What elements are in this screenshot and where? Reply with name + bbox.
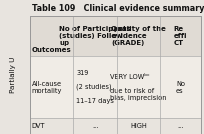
- Bar: [30, 0, 201, 16]
- Text: VERY LOWᵇᶜ

due to risk of
bias, imprecision: VERY LOWᵇᶜ due to risk of bias, imprecis…: [111, 74, 167, 101]
- Bar: [30, 118, 201, 134]
- Text: 319

(2 studies)

11–17 days: 319 (2 studies) 11–17 days: [76, 70, 114, 104]
- Text: All-cause
mortality: All-cause mortality: [32, 81, 62, 94]
- Text: Partially U: Partially U: [10, 57, 16, 93]
- Text: Re
effi
CT: Re effi CT: [174, 26, 187, 46]
- Text: No of Participants
(studies) Follow
up: No of Participants (studies) Follow up: [60, 26, 131, 46]
- Text: Outcomes: Outcomes: [32, 47, 71, 53]
- Bar: [30, 56, 201, 118]
- Text: Quality of the
evidence
(GRADE): Quality of the evidence (GRADE): [111, 26, 166, 46]
- Bar: [30, 16, 201, 134]
- Text: DVT: DVT: [32, 123, 45, 129]
- Bar: [30, 16, 201, 56]
- Text: No
es: No es: [176, 81, 185, 94]
- Text: HIGH: HIGH: [130, 123, 147, 129]
- Text: Table 109   Clinical evidence summary: Fondaparinux: Table 109 Clinical evidence summary: Fon…: [32, 3, 204, 13]
- Text: ...: ...: [92, 123, 99, 129]
- Text: ...: ...: [177, 123, 184, 129]
